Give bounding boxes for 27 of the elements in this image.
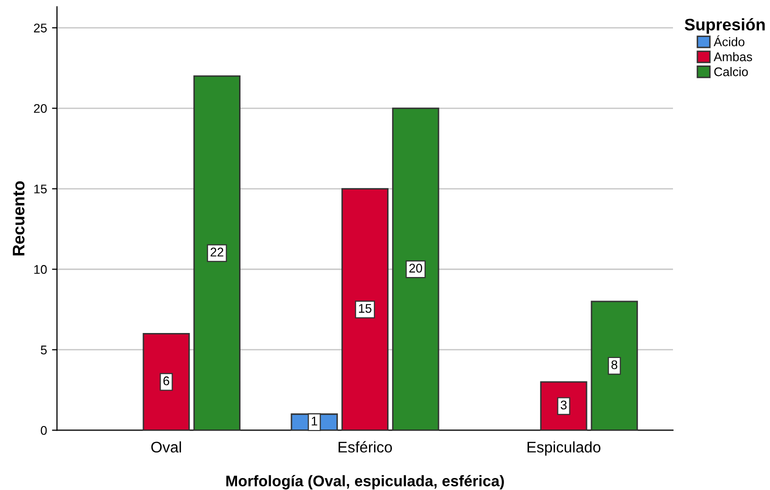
y-tick-label: 25 (34, 24, 47, 32)
legend-label: Ácido (714, 35, 744, 46)
y-tick-label: 0 (40, 426, 47, 435)
bar (142, 332, 190, 430)
data-label: 8 (611, 360, 618, 370)
x-tick-label: Esférico (338, 441, 392, 453)
data-label: 6 (163, 376, 170, 386)
legend-title: Supresión (684, 18, 765, 34)
x-tick-label: Oval (151, 441, 181, 453)
y-axis-title: Recuento (12, 181, 25, 256)
x-axis-title: Morfología (Oval, espiculada, esférica) (226, 475, 504, 490)
bar (590, 300, 638, 430)
data-label: 3 (560, 400, 567, 410)
data-label: 15 (358, 304, 372, 313)
y-tick-label: 15 (34, 184, 47, 194)
legend-label: Ambas (714, 52, 752, 62)
bar (193, 75, 240, 430)
legend-label: Calcio (714, 67, 748, 76)
y-tick-label: 10 (34, 265, 47, 274)
data-label: 1 (312, 416, 318, 426)
bar (392, 108, 440, 430)
bar (341, 188, 389, 430)
y-tick-label: 20 (34, 104, 47, 113)
y-tick-label: 5 (40, 346, 47, 354)
x-tick-label: Espiculado (528, 441, 600, 456)
data-label: 20 (409, 264, 422, 273)
data-label: 22 (210, 248, 224, 256)
